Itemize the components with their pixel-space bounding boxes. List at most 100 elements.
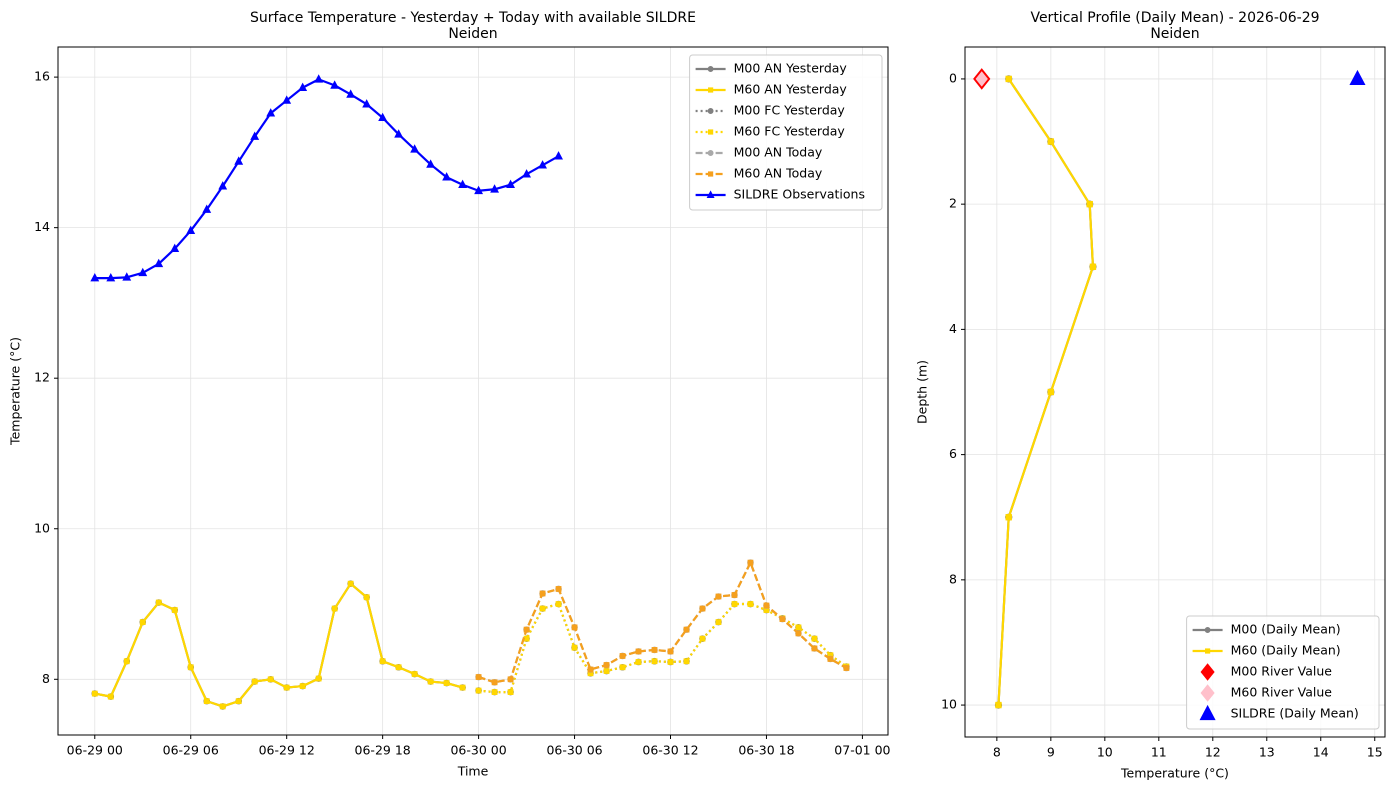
marker (107, 693, 114, 700)
x-tick-label: 07-01 00 (834, 743, 890, 758)
marker (554, 151, 563, 160)
marker (1200, 684, 1215, 702)
marker (683, 626, 690, 633)
y-axis-label: Depth (m) (915, 360, 930, 424)
marker (283, 684, 290, 691)
marker (491, 679, 498, 686)
x-axis-label: Time (457, 764, 489, 779)
y-tick-label: 8 (949, 571, 957, 586)
marker (523, 626, 530, 633)
marker (827, 656, 834, 662)
marker (170, 243, 180, 253)
marker (507, 676, 514, 683)
legend-label: M00 FC Yesterday (734, 103, 846, 118)
marker (315, 675, 322, 682)
y-tick-label: 14 (34, 219, 50, 234)
legend-label: M00 River Value (1231, 664, 1333, 679)
plot-frame (964, 46, 1386, 738)
marker (706, 190, 715, 198)
marker (154, 258, 164, 268)
y-axis-label: Temperature (°C) (8, 337, 23, 446)
x-tick-label: 12 (1205, 745, 1221, 760)
marker (363, 594, 370, 601)
marker (267, 676, 274, 683)
marker (974, 69, 990, 89)
marker (411, 671, 418, 677)
x-tick-label: 06-29 00 (67, 743, 123, 758)
legend-label: M60 AN Yesterday (734, 82, 848, 97)
legend-label: M00 AN Today (734, 145, 823, 160)
x-tick-label: 8 (993, 745, 1001, 760)
legend-label: SILDRE Observations (734, 187, 865, 202)
marker (235, 698, 242, 705)
marker (747, 559, 754, 566)
marker (683, 658, 690, 665)
marker (443, 680, 450, 686)
chart-title: Vertical Profile (Daily Mean) - 2026-06-… (1030, 10, 1319, 26)
marker (708, 129, 714, 135)
y-tick-label: 0 (949, 70, 957, 85)
marker (1005, 514, 1012, 521)
marker (331, 605, 338, 612)
marker (731, 592, 738, 598)
x-tick-label: 11 (1151, 745, 1167, 760)
marker (571, 624, 578, 631)
marker (378, 112, 388, 122)
legend-label: M00 AN Yesterday (734, 61, 848, 76)
marker (603, 668, 610, 674)
x-tick-label: 13 (1259, 745, 1275, 760)
marker (1200, 663, 1215, 681)
x-tick-label: 06-29 18 (355, 743, 411, 758)
marker (747, 601, 754, 607)
marker (707, 66, 714, 72)
series-line (478, 602, 848, 694)
marker (394, 129, 404, 138)
marker (715, 619, 722, 625)
marker (458, 179, 468, 189)
marker (507, 689, 514, 695)
series-line (478, 561, 847, 684)
marker (475, 674, 482, 680)
legend: M00 (Daily Mean) M60 (Daily Mean) M00 Rive… (1186, 615, 1380, 730)
marker (763, 602, 770, 609)
marker (619, 664, 626, 671)
marker (843, 665, 850, 671)
marker (1047, 138, 1055, 145)
marker (491, 689, 498, 695)
legend-label: M60 River Value (1231, 685, 1333, 700)
marker (379, 658, 386, 665)
marker (1199, 704, 1216, 721)
y-tick-label: 2 (949, 196, 957, 211)
x-tick-label: 06-30 18 (738, 743, 794, 758)
x-tick-label: 15 (1367, 745, 1383, 760)
marker (122, 272, 132, 281)
marker (667, 648, 674, 655)
marker (555, 586, 562, 592)
y-tick-label: 12 (34, 370, 50, 385)
marker (187, 664, 194, 671)
x-tick-label: 06-29 06 (163, 743, 219, 758)
marker (1204, 627, 1211, 633)
marker (186, 225, 196, 234)
marker (251, 678, 258, 685)
y-tick-label: 10 (34, 520, 50, 535)
legend-label: M60 (Daily Mean) (1231, 643, 1341, 658)
marker (426, 159, 436, 168)
marker (171, 607, 178, 613)
marker (410, 144, 420, 153)
marker (106, 273, 116, 282)
marker (234, 156, 244, 165)
marker (811, 635, 818, 642)
series-line (94, 582, 463, 708)
series-line (94, 78, 560, 280)
marker (202, 204, 212, 213)
marker (155, 599, 162, 606)
marker (314, 74, 324, 83)
marker (490, 184, 500, 193)
marker (330, 80, 340, 89)
marker (346, 89, 356, 98)
marker (1047, 388, 1055, 396)
chart-title: Surface Temperature - Yesterday + Today … (250, 10, 696, 26)
marker (90, 273, 100, 282)
